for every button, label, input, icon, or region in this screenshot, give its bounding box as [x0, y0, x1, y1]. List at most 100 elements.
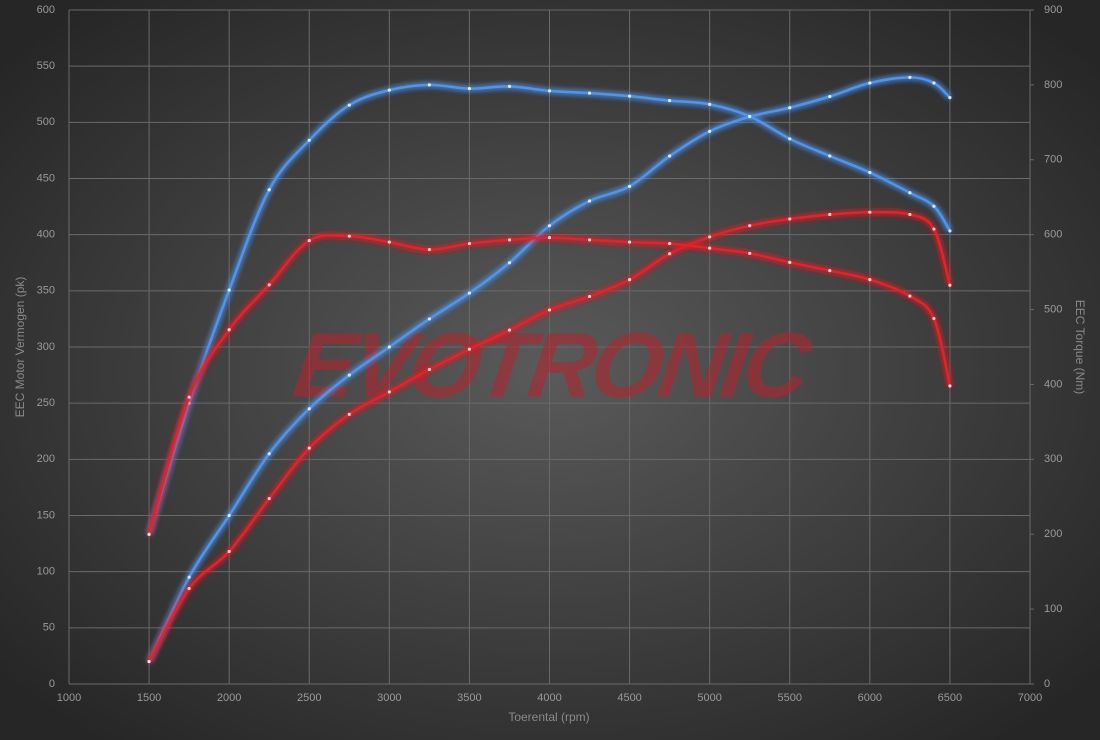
data-point — [788, 137, 792, 141]
x-tick-label: 1000 — [57, 692, 81, 704]
data-point — [748, 224, 752, 228]
y2-tick-label: 0 — [1044, 678, 1050, 690]
data-point — [267, 283, 271, 287]
data-point — [467, 242, 472, 246]
data-point — [932, 316, 936, 321]
x-tick-label: 4000 — [537, 692, 561, 704]
data-point — [627, 240, 632, 244]
data-point — [427, 248, 431, 252]
data-point — [627, 94, 632, 98]
y2-tick-label: 100 — [1044, 603, 1062, 615]
data-point — [932, 81, 936, 85]
data-point — [587, 294, 592, 299]
data-point — [507, 328, 512, 332]
data-point — [948, 229, 952, 233]
data-point — [668, 154, 672, 158]
x-tick-label: 5000 — [697, 692, 721, 704]
data-point — [828, 154, 832, 158]
y-axis-title: EEC Motor Vermogen (pk) — [13, 277, 27, 418]
data-point — [908, 191, 912, 195]
data-point — [427, 83, 431, 87]
data-point — [507, 261, 512, 265]
data-point — [387, 88, 391, 92]
data-point — [507, 238, 512, 242]
x-tick-label: 6000 — [858, 692, 882, 704]
data-point — [307, 407, 311, 411]
data-point — [467, 291, 472, 295]
data-point — [387, 345, 391, 349]
data-point — [708, 129, 712, 133]
data-point — [147, 659, 151, 664]
data-point — [948, 283, 952, 287]
data-point — [227, 288, 231, 292]
data-point — [948, 96, 952, 100]
data-point — [227, 513, 231, 518]
data-point — [347, 103, 351, 107]
data-point — [347, 412, 351, 416]
series-line — [147, 210, 952, 663]
x-tick-label: 1500 — [137, 692, 161, 704]
y-tick-label: 400 — [37, 229, 55, 241]
data-point — [828, 212, 832, 217]
y-tick-label: 550 — [37, 60, 55, 72]
y2-tick-label: 600 — [1044, 229, 1062, 241]
watermark: EVOTRONIC — [288, 313, 819, 416]
x-tick-label: 3500 — [457, 692, 481, 704]
data-point — [708, 235, 712, 239]
data-point — [307, 138, 311, 142]
y-tick-label: 150 — [37, 509, 55, 521]
y-tick-label: 200 — [37, 453, 55, 465]
data-point — [547, 308, 552, 312]
x-tick-label: 2000 — [217, 692, 241, 704]
data-point — [908, 294, 912, 298]
data-point — [668, 252, 672, 256]
y-tick-label: 250 — [37, 397, 55, 409]
y2-tick-label: 800 — [1044, 79, 1062, 91]
y2-tick-label: 300 — [1044, 453, 1062, 465]
data-point — [547, 224, 552, 228]
y-tick-label: 350 — [37, 285, 55, 297]
data-point — [387, 240, 391, 244]
data-point — [868, 278, 872, 282]
data-point — [828, 94, 832, 99]
x-tick-label: 7000 — [1018, 692, 1042, 704]
data-point — [427, 317, 431, 321]
y2-axis-title: EEC Torque (Nm) — [1073, 300, 1087, 394]
data-point — [187, 395, 191, 399]
x-axis-title: Toerental (rpm) — [508, 710, 589, 724]
y2-tick-label: 200 — [1044, 528, 1062, 540]
data-point — [227, 549, 231, 554]
y-tick-label: 500 — [37, 116, 55, 128]
x-tick-label: 3000 — [377, 692, 401, 704]
data-point — [627, 278, 632, 282]
y-tick-label: 300 — [37, 341, 55, 353]
x-tick-label: 2500 — [297, 692, 321, 704]
data-point — [748, 114, 752, 118]
data-point — [788, 260, 792, 264]
y2-tick-label: 900 — [1044, 4, 1062, 16]
data-point — [547, 236, 552, 240]
data-point — [547, 89, 552, 93]
y-tick-label: 0 — [49, 678, 55, 690]
data-point — [267, 497, 271, 501]
data-point — [828, 269, 832, 273]
data-point — [668, 242, 672, 246]
data-point — [147, 532, 151, 536]
data-point — [507, 84, 512, 88]
grid — [68, 9, 1031, 685]
data-point — [908, 75, 912, 79]
data-point — [427, 367, 431, 372]
data-point — [187, 586, 191, 591]
data-point — [627, 184, 632, 188]
data-point — [668, 99, 672, 103]
data-point — [932, 227, 936, 231]
series — [147, 75, 952, 664]
data-point — [387, 390, 391, 394]
data-point — [708, 102, 712, 106]
data-point — [467, 347, 472, 351]
data-point — [908, 212, 912, 217]
data-point — [227, 328, 231, 332]
data-point — [347, 234, 351, 238]
data-point — [587, 91, 592, 95]
